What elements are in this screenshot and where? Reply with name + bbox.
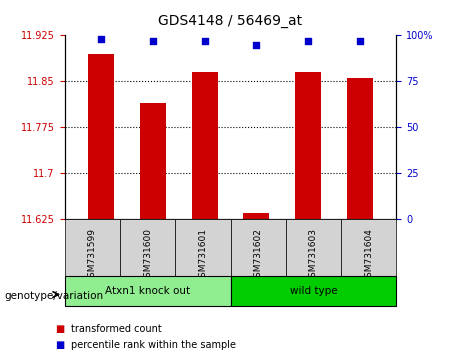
Point — [201, 38, 208, 44]
Text: ■: ■ — [55, 340, 65, 350]
FancyBboxPatch shape — [230, 219, 286, 276]
Bar — [88, 54, 114, 219]
FancyBboxPatch shape — [65, 276, 230, 306]
Point — [97, 36, 105, 42]
FancyBboxPatch shape — [341, 219, 396, 276]
Text: GSM731603: GSM731603 — [309, 228, 318, 283]
FancyBboxPatch shape — [120, 219, 175, 276]
Point — [305, 38, 312, 44]
Text: ■: ■ — [55, 324, 65, 334]
Point — [253, 42, 260, 47]
Text: transformed count: transformed count — [71, 324, 162, 334]
Text: GSM731602: GSM731602 — [254, 228, 263, 283]
FancyBboxPatch shape — [286, 219, 341, 276]
FancyBboxPatch shape — [230, 276, 396, 306]
Text: percentile rank within the sample: percentile rank within the sample — [71, 340, 236, 350]
Bar — [140, 103, 165, 219]
Point — [356, 38, 364, 44]
FancyBboxPatch shape — [65, 219, 120, 276]
Text: wild type: wild type — [290, 286, 337, 296]
Text: GSM731601: GSM731601 — [198, 228, 207, 283]
Text: GSM731600: GSM731600 — [143, 228, 152, 283]
Bar — [296, 72, 321, 219]
Bar — [243, 213, 269, 219]
Text: GSM731604: GSM731604 — [364, 228, 373, 283]
Text: Atxn1 knock out: Atxn1 knock out — [105, 286, 190, 296]
Bar — [347, 78, 373, 219]
Text: genotype/variation: genotype/variation — [5, 291, 104, 301]
Text: GSM731599: GSM731599 — [88, 228, 97, 283]
Text: GDS4148 / 56469_at: GDS4148 / 56469_at — [159, 14, 302, 28]
FancyBboxPatch shape — [175, 219, 230, 276]
Bar — [192, 72, 218, 219]
Point — [149, 38, 156, 44]
